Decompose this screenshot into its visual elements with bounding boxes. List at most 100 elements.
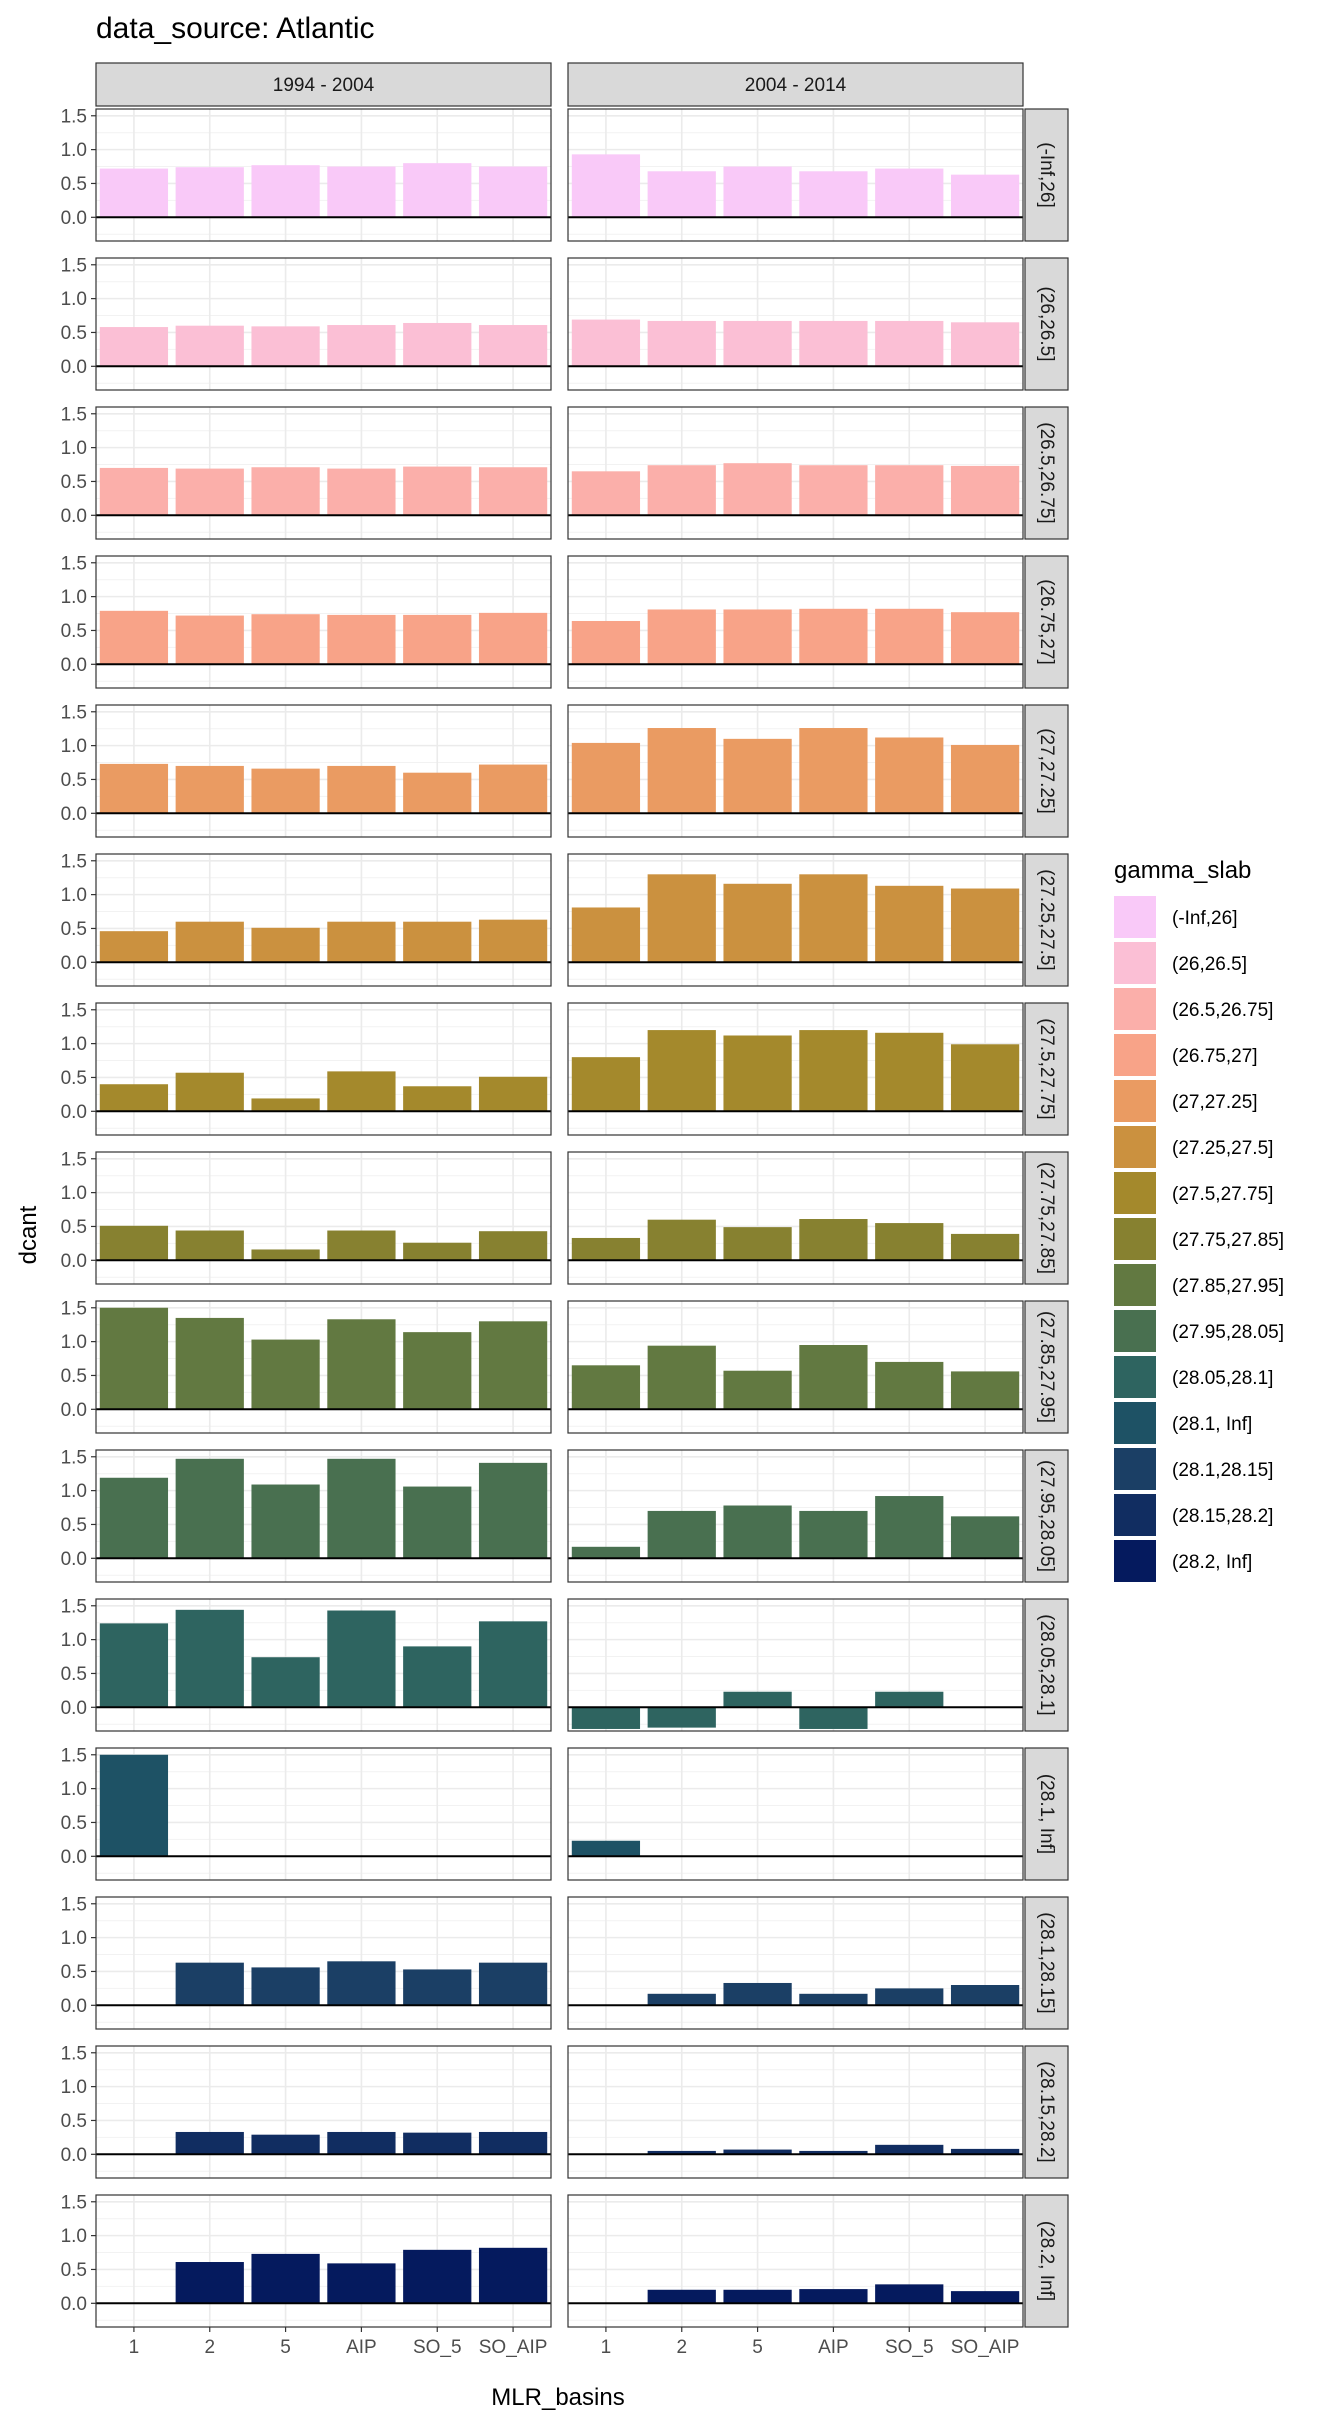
legend-label: (28.15,28.2]: [1172, 1506, 1273, 1527]
bar: [403, 614, 472, 665]
row-strip: [1024, 1449, 1069, 1583]
legend-swatch: [1114, 1402, 1156, 1444]
bar: [403, 1486, 472, 1559]
panel-border: [567, 2045, 1024, 2179]
y-tick-label: 1.5: [61, 1894, 87, 1915]
bar: [478, 1321, 548, 1410]
row-strip-label: (28.15,28.2]: [1036, 2061, 1057, 2162]
row-strip: [1024, 406, 1069, 540]
row-strip-label: (27.85,27.95]: [1036, 1311, 1057, 1423]
legend-swatch: [1114, 1310, 1156, 1352]
bar: [327, 325, 396, 367]
bar: [571, 154, 641, 218]
legend-label: (27.5,27.75]: [1172, 1184, 1273, 1205]
legend-swatch: [1114, 1448, 1156, 1490]
bar: [251, 165, 320, 218]
column-strip: [95, 62, 552, 107]
bar: [647, 1345, 716, 1410]
bar: [99, 1477, 169, 1559]
panel-background: [96, 258, 551, 390]
y-tick-label: 1.5: [61, 1298, 87, 1319]
panel-background: [96, 854, 551, 986]
y-tick-label: 0.0: [61, 1251, 87, 1272]
y-tick-label: 0.5: [61, 770, 87, 791]
bar: [175, 1072, 244, 1112]
facet-panel: [567, 1300, 1024, 1434]
panel-background: [96, 1748, 551, 1880]
bar: [799, 1030, 868, 1112]
bar: [799, 465, 868, 516]
y-tick-label: 0.5: [61, 323, 87, 344]
panel-border: [567, 1449, 1024, 1583]
panel-border: [95, 555, 552, 689]
facet-panel: 0.0 0.5 1.0 1.5: [61, 1298, 552, 1434]
row-strip-label: (28.1,28.15]: [1036, 1912, 1057, 2013]
x-tick-label: SO_5: [413, 2337, 462, 2358]
panel-background: [96, 1152, 551, 1284]
legend-swatch: [1114, 1356, 1156, 1398]
bar: [327, 1458, 396, 1559]
bar: [950, 744, 1020, 814]
bar: [647, 2289, 716, 2304]
row-strip: [1024, 1747, 1069, 1881]
row-strip-label: (27.25,27.5]: [1036, 869, 1057, 970]
panel-border: [95, 2045, 552, 2179]
bar: [723, 463, 792, 516]
bar: [723, 1035, 792, 1112]
panel-border: [95, 1598, 552, 1732]
bar: [723, 320, 792, 367]
bar: [875, 2284, 944, 2304]
y-tick-label: 0.5: [61, 472, 87, 493]
bar: [571, 1840, 641, 1857]
bar: [647, 728, 716, 814]
panel-background: [568, 407, 1023, 539]
panel-background: [96, 407, 551, 539]
legend-swatch: [1114, 1080, 1156, 1122]
y-tick-label: 1.0: [61, 1183, 87, 1204]
bar: [99, 931, 169, 963]
bar: [950, 322, 1020, 367]
bar: [799, 1345, 868, 1410]
bar: [251, 326, 320, 367]
bar: [327, 1319, 396, 1410]
bar: [327, 1071, 396, 1112]
panel-background: [96, 1003, 551, 1135]
bar: [175, 921, 244, 963]
legend-label: (28.2, Inf]: [1172, 1552, 1252, 1573]
panel-background: [96, 1450, 551, 1582]
facet-panel: [567, 1151, 1024, 1285]
y-tick-label: 0.5: [61, 1515, 87, 1536]
panel-border: [567, 1747, 1024, 1881]
facet-panel: [567, 108, 1024, 242]
facet-panel: [567, 2045, 1024, 2179]
bar: [403, 1332, 472, 1410]
bar: [647, 1510, 716, 1559]
y-tick-label: 0.5: [61, 919, 87, 940]
panel-border: [567, 853, 1024, 987]
y-tick-label: 1.5: [61, 106, 87, 127]
y-tick-label: 0.5: [61, 1813, 87, 1834]
bar: [403, 1086, 472, 1112]
y-tick-label: 1.5: [61, 1745, 87, 1766]
x-tick-label: 1: [601, 2337, 612, 2358]
bar: [723, 2289, 792, 2304]
row-strip: [1024, 1896, 1069, 2030]
panel-border: [95, 704, 552, 838]
bar: [799, 1993, 868, 2006]
legend-label: (26,26.5]: [1172, 954, 1247, 975]
legend-swatch: [1114, 988, 1156, 1030]
column-strip: [567, 62, 1024, 107]
bar: [251, 2134, 320, 2155]
panel-border: [567, 704, 1024, 838]
bar: [327, 921, 396, 963]
panel-border: [567, 108, 1024, 242]
bar: [99, 1084, 169, 1112]
bar: [950, 465, 1020, 516]
facet-panel: 0.0 0.5 1.0 1.5: [61, 702, 552, 838]
y-tick-label: 0.5: [61, 1068, 87, 1089]
row-strip: [1024, 555, 1069, 689]
bar: [647, 874, 716, 963]
bar: [99, 467, 169, 516]
bar: [327, 468, 396, 516]
bar: [403, 2249, 472, 2304]
